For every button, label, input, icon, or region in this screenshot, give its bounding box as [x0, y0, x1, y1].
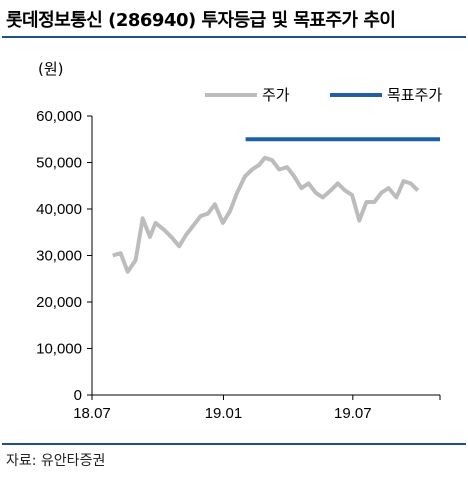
y-tick-label: 0 — [74, 387, 82, 404]
y-tick-label: 60,000 — [36, 108, 82, 125]
chart-title: 롯데정보통신 (286940) 투자등급 및 목표주가 추이 — [6, 10, 396, 31]
chart-series — [112, 137, 440, 274]
title-rule — [2, 36, 466, 38]
y-axis-ticks: 60,000 50,000 40,000 30,000 20,000 10,000 0 — [36, 108, 92, 404]
x-tick-label: 19.01 — [205, 405, 243, 422]
y-tick-label: 40,000 — [36, 201, 82, 218]
bottom-rule — [2, 443, 466, 445]
stock-price-line — [112, 155, 420, 274]
legend-label-stock-price: 주가 — [262, 86, 290, 104]
legend-label-target-price: 목표주가 — [387, 86, 442, 104]
y-tick-label: 20,000 — [36, 294, 82, 311]
x-tick-label: 19.07 — [334, 405, 372, 422]
y-tick-label: 10,000 — [36, 341, 82, 358]
x-tick-label: 18.07 — [73, 405, 111, 422]
source-note: 자료: 유안타증권 — [6, 453, 106, 469]
y-tick-label: 50,000 — [36, 155, 82, 172]
x-axis-ticks: 18.07 19.01 19.07 — [73, 395, 441, 422]
chart-legend: 주가 목표주가 — [205, 86, 442, 104]
y-tick-label: 30,000 — [36, 248, 82, 265]
y-axis-unit-label: (원) — [38, 60, 64, 78]
